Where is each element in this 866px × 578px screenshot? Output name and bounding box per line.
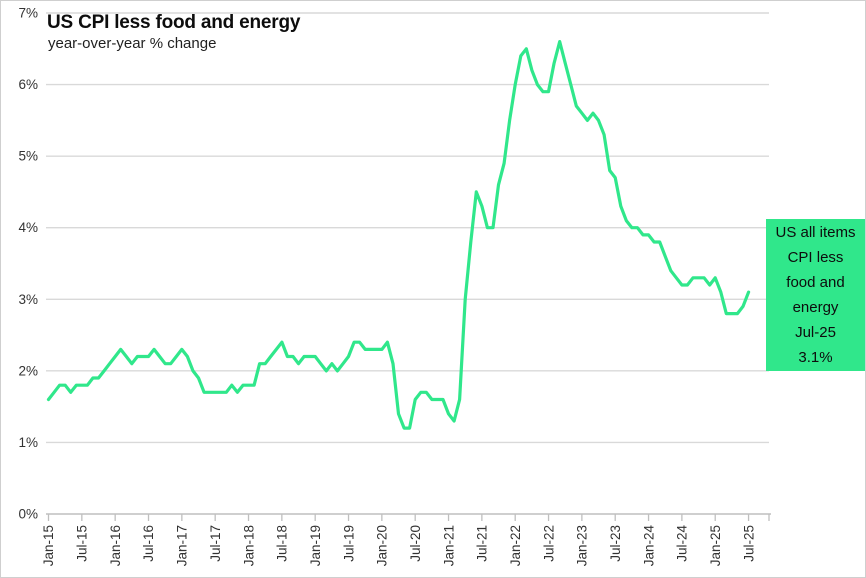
y-tick-label: 4% — [18, 220, 38, 235]
x-tick-label: Jan-23 — [575, 525, 590, 566]
x-tick-label: Jul-15 — [75, 525, 90, 562]
chart-title: US CPI less food and energy — [47, 12, 301, 33]
y-tick-label: 7% — [18, 6, 38, 21]
series-callout: US all items CPI less food and energy Ju… — [766, 219, 865, 371]
x-tick-label: Jul-21 — [475, 525, 490, 562]
x-tick-label: Jan-21 — [441, 525, 456, 566]
y-tick-label: 6% — [18, 77, 38, 92]
x-tick-label: Jul-25 — [741, 525, 756, 562]
x-tick-label: Jul-18 — [275, 525, 290, 562]
x-tick-label: Jul-23 — [608, 525, 623, 562]
callout-line-series-1: US all items — [775, 224, 856, 241]
y-tick-label: 5% — [18, 149, 38, 164]
callout-line-series-3: food and — [786, 274, 845, 291]
x-tick-label: Jul-17 — [208, 525, 223, 562]
callout-line-series-4: energy — [792, 299, 839, 316]
x-tick-label: Jan-15 — [41, 525, 56, 566]
callout-line-series-2: CPI less — [787, 249, 844, 266]
callout-line-date: Jul-25 — [795, 324, 836, 341]
y-tick-label: 1% — [18, 435, 38, 450]
x-tick-label: Jul-16 — [141, 525, 156, 562]
x-tick-label: Jan-19 — [308, 525, 323, 566]
callout-line-value: 3.1% — [798, 349, 833, 366]
x-tick-label: Jul-24 — [675, 525, 690, 562]
x-tick-label: Jan-25 — [708, 525, 723, 566]
x-tick-label: Jul-20 — [408, 525, 423, 562]
x-tick-label: Jan-20 — [375, 525, 390, 566]
y-tick-label: 2% — [18, 363, 38, 378]
x-tick-label: Jan-24 — [641, 525, 656, 567]
x-tick-label: Jul-22 — [541, 525, 556, 562]
x-tick-label: Jan-17 — [175, 525, 190, 566]
x-tick-label: Jan-16 — [108, 525, 123, 566]
x-tick-label: Jan-18 — [241, 525, 256, 566]
x-tick-label: Jan-22 — [508, 525, 523, 566]
x-tick-label: Jul-19 — [341, 525, 356, 562]
y-tick-label: 3% — [18, 292, 38, 307]
cpi-series-line — [46, 39, 751, 430]
chart-subtitle: year-over-year % change — [48, 35, 217, 52]
y-tick-label: 0% — [18, 507, 38, 522]
